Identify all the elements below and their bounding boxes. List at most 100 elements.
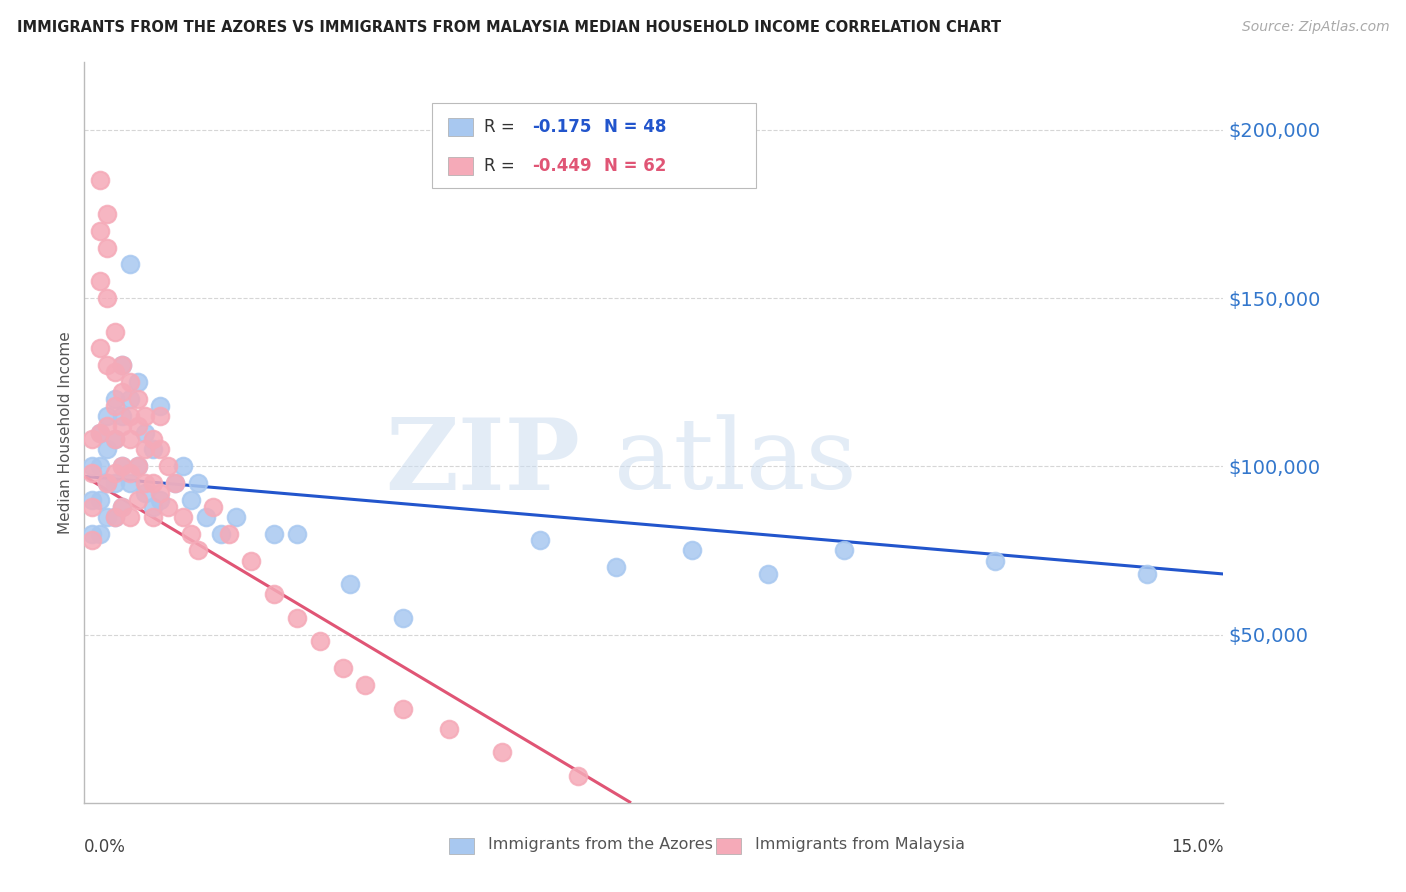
Point: [127, 459, 149, 474]
Point: [308, 634, 330, 648]
Point: [142, 500, 165, 514]
Point: [80, 466, 103, 480]
Point: [156, 500, 179, 514]
Point: [104, 466, 127, 480]
Point: [89, 425, 111, 440]
Point: [605, 560, 627, 574]
Point: [187, 476, 209, 491]
Point: [89, 173, 111, 187]
Point: [104, 433, 127, 447]
Bar: [447, 157, 474, 176]
Point: [96, 418, 118, 433]
Point: [96, 476, 118, 491]
Point: [96, 409, 118, 423]
Point: [491, 745, 513, 759]
Point: [187, 543, 209, 558]
Bar: [717, 838, 741, 854]
Text: atlas: atlas: [614, 415, 856, 510]
Point: [104, 392, 127, 406]
Point: [172, 459, 194, 474]
Point: [263, 587, 285, 601]
Point: [80, 526, 103, 541]
Point: [165, 476, 187, 491]
Point: [285, 526, 308, 541]
Point: [111, 459, 134, 474]
Point: [756, 566, 779, 581]
Point: [172, 509, 194, 524]
Point: [104, 509, 127, 524]
Point: [118, 509, 141, 524]
Text: -0.449: -0.449: [533, 157, 592, 175]
Point: [202, 500, 225, 514]
Point: [142, 433, 165, 447]
Point: [111, 500, 134, 514]
Point: [332, 661, 354, 675]
Point: [111, 409, 134, 423]
Point: [225, 509, 247, 524]
Point: [218, 526, 240, 541]
Point: [80, 500, 103, 514]
Point: [392, 610, 415, 624]
Text: ZIP: ZIP: [385, 414, 579, 511]
Point: [96, 240, 118, 255]
Point: [149, 399, 172, 413]
Y-axis label: Median Household Income: Median Household Income: [58, 331, 73, 534]
Point: [104, 433, 127, 447]
Text: Immigrants from Malaysia: Immigrants from Malaysia: [755, 837, 965, 852]
Point: [118, 409, 141, 423]
Point: [209, 526, 232, 541]
Point: [89, 492, 111, 507]
Point: [149, 486, 172, 500]
Point: [149, 409, 172, 423]
Point: [134, 476, 156, 491]
Point: [1136, 566, 1159, 581]
Point: [134, 442, 156, 457]
Point: [96, 359, 118, 373]
Point: [104, 365, 127, 379]
Point: [80, 459, 103, 474]
Bar: [449, 838, 474, 854]
Point: [118, 392, 141, 406]
Point: [104, 509, 127, 524]
Point: [339, 577, 361, 591]
Point: [96, 476, 118, 491]
Point: [111, 500, 134, 514]
Point: [984, 553, 1007, 567]
Point: [111, 359, 134, 373]
Point: [111, 359, 134, 373]
Point: [127, 392, 149, 406]
Point: [118, 476, 141, 491]
Point: [89, 342, 111, 356]
Text: IMMIGRANTS FROM THE AZORES VS IMMIGRANTS FROM MALAYSIA MEDIAN HOUSEHOLD INCOME C: IMMIGRANTS FROM THE AZORES VS IMMIGRANTS…: [17, 20, 1001, 35]
Point: [529, 533, 551, 548]
Point: [180, 526, 202, 541]
Point: [127, 418, 149, 433]
Point: [80, 492, 103, 507]
Point: [89, 526, 111, 541]
Point: [142, 442, 165, 457]
Point: [89, 224, 111, 238]
Point: [80, 433, 103, 447]
Point: [194, 509, 217, 524]
Point: [149, 492, 172, 507]
Point: [142, 476, 165, 491]
Point: [118, 433, 141, 447]
Point: [437, 722, 460, 736]
Point: [165, 476, 187, 491]
Point: [156, 459, 179, 474]
Point: [111, 459, 134, 474]
Point: [149, 442, 172, 457]
Point: [118, 257, 141, 271]
Point: [127, 375, 149, 389]
Text: 0.0%: 0.0%: [84, 838, 127, 856]
Point: [89, 425, 111, 440]
Point: [118, 466, 141, 480]
Point: [142, 509, 165, 524]
Point: [832, 543, 855, 558]
Text: R =: R =: [484, 157, 520, 175]
Point: [354, 678, 377, 692]
Point: [96, 207, 118, 221]
Point: [89, 459, 111, 474]
Point: [127, 459, 149, 474]
Text: R =: R =: [484, 118, 520, 136]
